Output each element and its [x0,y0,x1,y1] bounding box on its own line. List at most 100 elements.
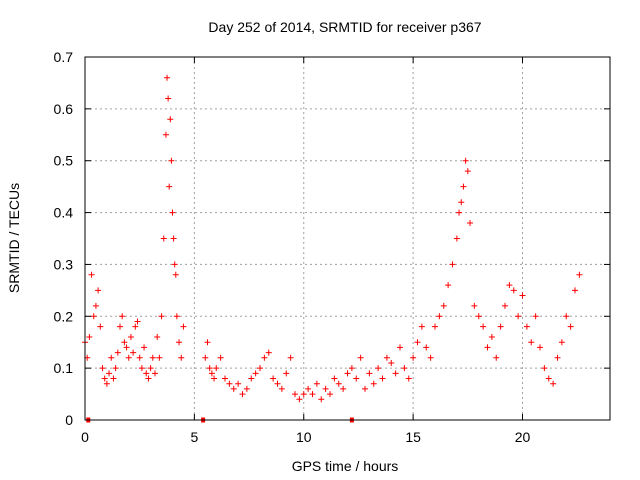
data-point [423,344,430,351]
y-tick-label: 0.4 [54,205,74,221]
data-point [169,209,176,216]
data-point [217,354,224,361]
data-point [414,339,421,346]
data-point [480,323,487,330]
data-point [344,370,351,377]
data-point [453,235,460,242]
data-point [165,95,172,102]
data-point [537,344,543,351]
data-point [204,339,211,346]
data-point [92,302,99,309]
data-point [510,287,517,294]
data-point [162,131,169,138]
data-point [158,313,165,320]
data-point [90,313,97,320]
data-point [340,385,347,392]
data-point [130,349,137,356]
data-point [296,396,303,403]
data-point [458,199,465,206]
data-point [123,344,130,351]
data-point [309,391,316,398]
data-point [278,385,285,392]
data-point [383,354,390,361]
y-tick-label: 0.3 [54,256,74,272]
data-point [558,339,565,346]
data-point [563,313,570,320]
data-point [110,375,117,382]
chart-title: Day 252 of 2014, SRMTID for receiver p36… [208,19,481,35]
data-point [353,375,360,382]
data-point [149,354,156,361]
data-point [305,385,312,392]
data-point [528,339,535,346]
y-tick-labels: 0 0.1 0.2 0.3 0.4 0.5 0.6 0.7 [54,49,74,428]
data-point [484,344,491,351]
data-point [532,313,539,320]
data-point [141,344,148,351]
data-point [300,391,307,398]
data-point [506,282,513,289]
data-point [156,354,163,361]
y-tick-label: 0.7 [54,49,74,65]
y-tick-label: 0.5 [54,153,74,169]
data-point [106,370,113,377]
data-point [432,323,438,330]
data-point [222,375,228,382]
data-point [519,292,526,299]
x-tick-label: 10 [296,429,312,445]
data-point [418,323,425,330]
data-point [475,313,482,320]
data-point [283,370,290,377]
data-point [327,391,333,398]
data-point [375,365,382,372]
data-point [252,370,259,377]
data-point [173,313,180,320]
data-point [460,183,467,190]
data-point [86,334,93,341]
data-point [226,380,233,387]
data-point [230,385,237,392]
data-point [322,385,329,392]
data-point [180,323,187,330]
data-point [370,380,377,387]
data-point [172,271,179,278]
data-point [160,235,167,242]
data-point [134,318,141,325]
data-point [287,354,294,361]
x-tick-label: 20 [515,429,531,445]
data-point [379,375,386,382]
data-point [243,385,250,392]
data-point [366,370,373,377]
data-point [145,375,152,382]
data-point [488,334,495,341]
data-point [167,116,174,123]
data-point [449,261,456,268]
data-point [248,375,255,382]
data-point [274,380,281,387]
data-point [292,391,298,398]
data-point [467,219,473,226]
data-point [440,302,447,309]
data-point [362,385,368,392]
data-point [208,370,215,377]
y-tick-label: 0 [65,412,73,428]
data-point [97,323,104,330]
data-point [117,323,123,330]
data-point [388,359,395,366]
x-tick-label: 0 [81,429,89,445]
data-point [112,365,119,372]
data-point [108,354,115,361]
data-point [567,323,574,330]
data-point [257,365,263,372]
data-point [235,380,242,387]
data-point [445,282,452,289]
data-point [119,313,126,320]
data-point [136,354,143,361]
data-point [331,375,338,382]
data-point [462,157,469,164]
data-point [178,354,185,361]
data-point [397,344,403,351]
data-point [265,349,272,356]
data-point [154,334,161,341]
